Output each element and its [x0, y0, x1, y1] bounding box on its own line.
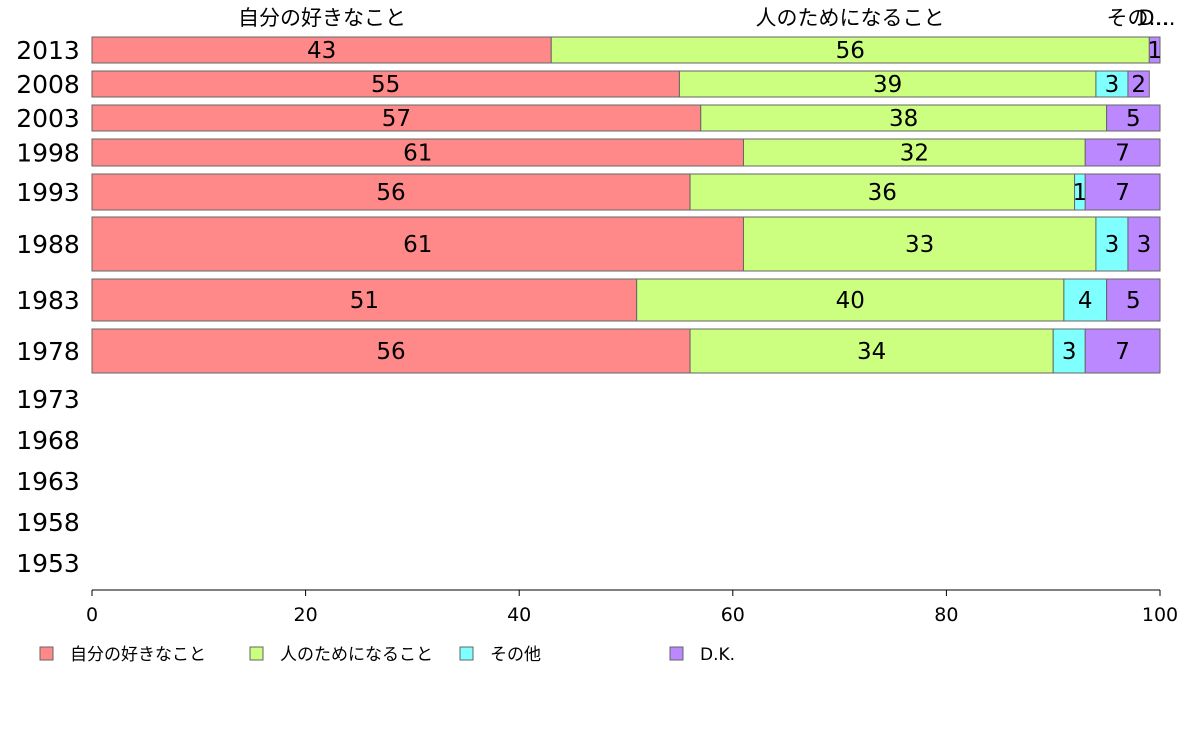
bar-value-label: 57: [382, 106, 411, 132]
bar-segment: [1084, 138, 1161, 167]
bar-value-label: 1: [1147, 38, 1162, 64]
x-tick-label: 20: [294, 604, 318, 626]
bar-value-label: 3: [1105, 72, 1120, 98]
bar-value-label: 34: [857, 339, 886, 365]
legend-label: D.K.: [700, 645, 735, 665]
bar-value-label: 51: [350, 288, 379, 314]
category-label: 1978: [16, 337, 80, 366]
bar-segment: [689, 173, 1076, 211]
bar-value-label: 7: [1115, 180, 1130, 206]
bar-segment: [550, 36, 1150, 64]
bar-segment: [700, 104, 1108, 132]
bar-value-label: 3: [1137, 232, 1152, 258]
bar-value-label: 5: [1126, 106, 1141, 132]
bar-segment: [1052, 328, 1086, 374]
bar-segment: [1084, 328, 1161, 374]
category-label: 1988: [16, 230, 80, 259]
top-series-label: 人のためになること: [756, 6, 945, 30]
bar-segment: [91, 104, 702, 132]
bar-value-label: 3: [1105, 232, 1120, 258]
bar-segment: [91, 216, 744, 272]
legend-swatch: [39, 646, 54, 661]
x-tick-label: 60: [721, 604, 745, 626]
bar-segment: [1127, 216, 1161, 272]
category-label: 1983: [16, 286, 80, 315]
bar-segment: [1095, 70, 1129, 98]
bar-segment: [1106, 278, 1161, 322]
bar-value-label: 38: [889, 106, 918, 132]
bar-segment: [742, 216, 1097, 272]
bar-segment: [1148, 36, 1161, 64]
bar-segment: [742, 138, 1086, 167]
bar-value-label: 56: [836, 38, 865, 64]
top-series-label: その…: [1107, 6, 1170, 30]
bar-segment: [91, 328, 691, 374]
x-tick-label: 80: [934, 604, 958, 626]
legend-swatch: [669, 646, 684, 661]
x-tick-label: 100: [1142, 604, 1178, 626]
bar-value-label: 5: [1126, 288, 1141, 314]
category-label: 1998: [16, 139, 80, 168]
bar-segment: [91, 278, 638, 322]
bar-segment: [1084, 173, 1161, 211]
category-label: 1973: [16, 385, 80, 414]
bar-value-label: 40: [836, 288, 865, 314]
bar-segment: [91, 173, 691, 211]
x-tick-label: 0: [86, 604, 98, 626]
bar-value-label: 39: [873, 72, 902, 98]
bar-value-label: 61: [403, 141, 432, 167]
bar-value-label: 1: [1073, 180, 1088, 206]
bar-segment: [689, 328, 1054, 374]
bar-segment: [636, 278, 1065, 322]
bar-value-label: 55: [371, 72, 400, 98]
bar-value-label: 7: [1115, 141, 1130, 167]
bar-segment: [678, 70, 1097, 98]
top-series-label: 自分の好きなこと: [238, 6, 406, 30]
legend-label: その他: [490, 645, 541, 665]
category-label: 2013: [16, 36, 80, 65]
x-tick-label: 40: [507, 604, 531, 626]
legend-label: 自分の好きなこと: [70, 645, 206, 665]
legend-label: 人のためになること: [280, 645, 433, 665]
bar-value-label: 33: [905, 232, 934, 258]
bar-segment: [1106, 104, 1161, 132]
bar-value-label: 36: [868, 180, 897, 206]
bar-value-label: 56: [376, 180, 405, 206]
bar-segment: [91, 36, 552, 64]
bar-value-label: 43: [307, 38, 336, 64]
bar-value-label: 3: [1062, 339, 1077, 365]
category-label: 1958: [16, 508, 80, 537]
category-label: 2003: [16, 104, 80, 133]
category-label: 1963: [16, 467, 80, 496]
legend-swatch: [249, 646, 264, 661]
bar-value-label: 56: [376, 339, 405, 365]
bar-segment: [1127, 70, 1150, 98]
bar-value-label: 7: [1115, 339, 1130, 365]
bar-segment: [91, 70, 680, 98]
bar-value-label: 2: [1131, 72, 1146, 98]
bar-value-label: 61: [403, 232, 432, 258]
bar-segment: [1095, 216, 1129, 272]
category-label: 1993: [16, 178, 80, 207]
top-series-label: D…: [1138, 6, 1175, 30]
category-label: 1953: [16, 549, 80, 578]
bar-segment: [1063, 278, 1108, 322]
bar-value-label: 4: [1078, 288, 1093, 314]
bar-value-label: 32: [900, 141, 929, 167]
category-label: 1968: [16, 426, 80, 455]
legend-swatch: [459, 646, 474, 661]
category-label: 2008: [16, 70, 80, 99]
